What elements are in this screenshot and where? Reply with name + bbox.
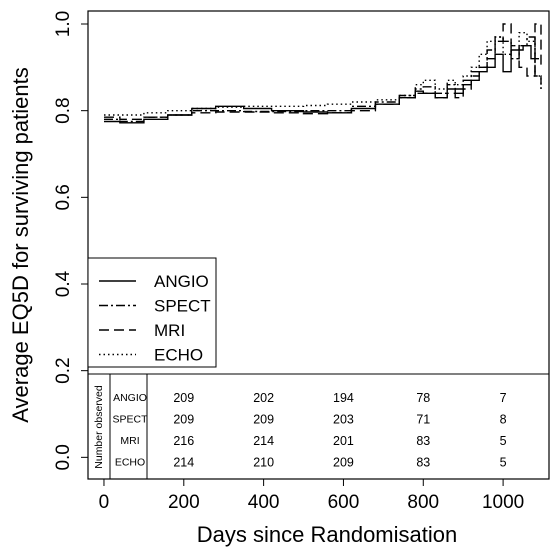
x-tick-label: 400 [248, 492, 280, 513]
x-axis-label: Days since Randomisation [197, 522, 457, 547]
legend-label-spect: SPECT [154, 297, 211, 316]
number-observed-label: Number observed [93, 385, 105, 469]
legend-label-mri: MRI [154, 321, 185, 340]
number-observed-table: Number observed ANGIO 209 202 194 78 7 SPECT 209… [93, 374, 507, 479]
x-tick-label: 600 [328, 492, 360, 513]
legend-box [87, 257, 217, 368]
y-tick-label: 1.0 [53, 11, 74, 37]
y-tick-label: 0.2 [53, 357, 74, 383]
table-cell: 209 [253, 413, 274, 427]
table-cell: 5 [500, 434, 507, 448]
table-cell: 5 [500, 456, 507, 470]
table-cell: 7 [500, 391, 507, 405]
table-cell: 214 [253, 434, 274, 448]
legend: ANGIO SPECT MRI ECHO [87, 257, 217, 368]
table-cell: 210 [253, 456, 274, 470]
y-tick-label: 0.6 [53, 184, 74, 210]
x-tick-label: 200 [168, 492, 200, 513]
table-cell: 8 [500, 413, 507, 427]
series-line-mri [104, 23, 542, 120]
y-tick-label: 0.8 [53, 97, 74, 123]
y-tick-label: 0.4 [53, 270, 74, 297]
table-row-label: MRI [120, 435, 139, 447]
table-cell: 83 [416, 434, 430, 448]
y-axis-label: Average EQ5D for surviving patients [8, 67, 33, 422]
y-tick-label: 0.0 [53, 444, 74, 470]
x-tick-label: 0 [99, 492, 110, 513]
table-cell: 209 [173, 413, 194, 427]
table-row-label: ANGIO [113, 392, 147, 404]
axes-layer: 0 200 400 600 800 1000 0.0 0.2 0.4 0.6 0.8 1.0 [53, 11, 524, 513]
table-row-label: SPECT [112, 414, 148, 426]
table-cell: 202 [253, 391, 274, 405]
series-layer [104, 23, 542, 124]
plot-frame [87, 10, 550, 480]
legend-label-angio: ANGIO [154, 272, 209, 291]
series-line-spect [104, 36, 542, 123]
table-row-label: ECHO [115, 457, 145, 469]
table-cell: 83 [416, 456, 430, 470]
table-cell: 214 [173, 456, 194, 470]
x-tick-label: 800 [407, 492, 439, 513]
table-cell: 71 [416, 413, 430, 427]
table-cell: 203 [333, 413, 354, 427]
table-cell: 216 [173, 434, 194, 448]
series-line-echo [104, 32, 542, 116]
table-cell: 209 [173, 391, 194, 405]
x-tick-label: 1000 [482, 492, 524, 513]
legend-label-echo: ECHO [154, 346, 203, 365]
table-cell: 194 [333, 391, 354, 405]
table-cell: 209 [333, 456, 354, 470]
series-line-angio [104, 45, 539, 124]
table-cell: 201 [333, 434, 354, 448]
table-cell: 78 [416, 391, 430, 405]
